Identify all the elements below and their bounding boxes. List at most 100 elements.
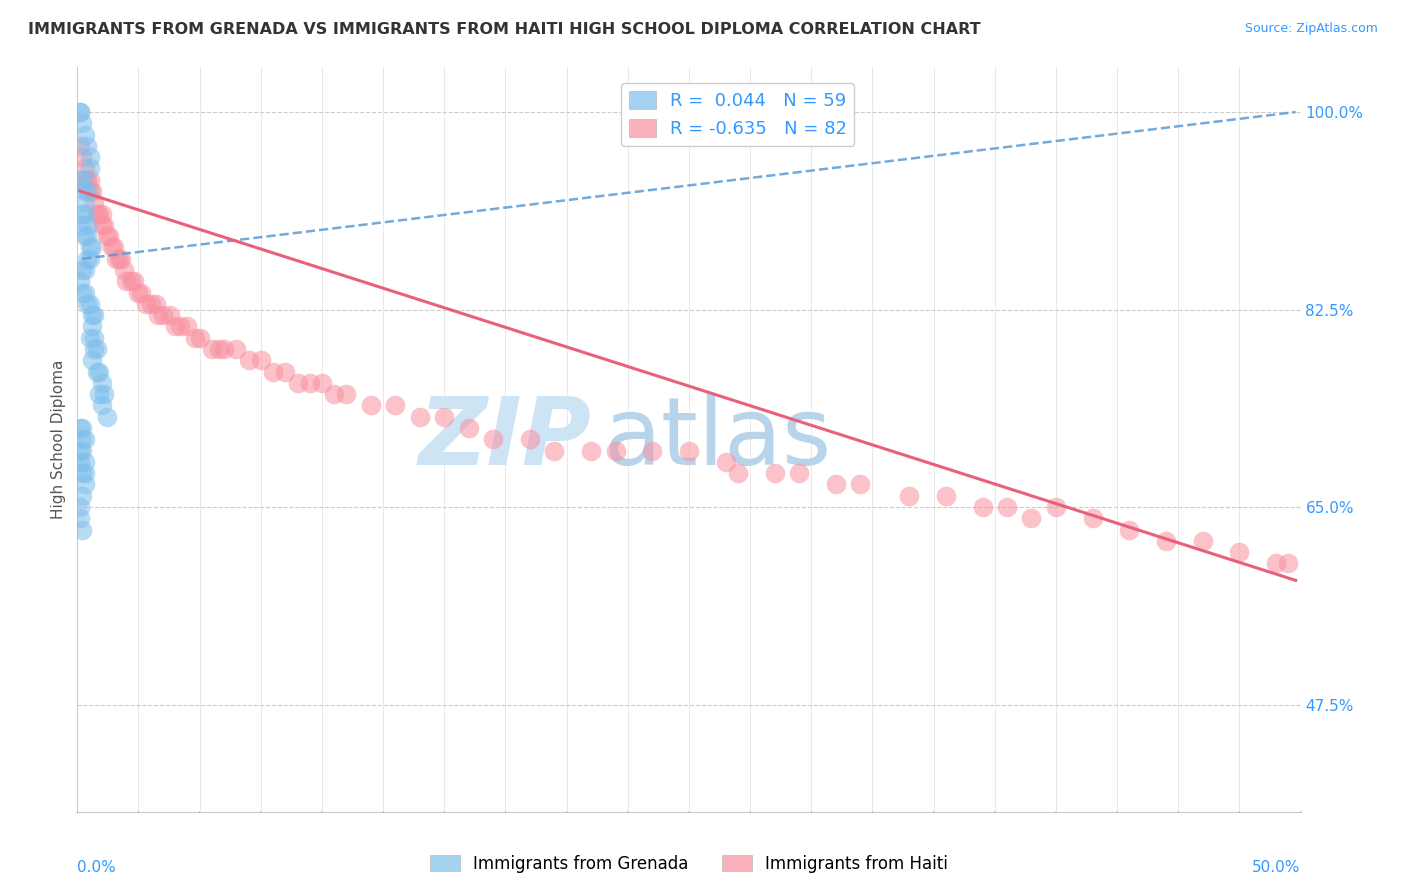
Y-axis label: High School Diploma: High School Diploma	[51, 359, 66, 519]
Point	[70, 285, 93, 300]
Point	[70, 206, 93, 220]
Point	[76, 252, 98, 266]
Point	[145, 297, 167, 311]
Point	[519, 433, 541, 447]
Point	[108, 252, 131, 266]
Point	[298, 376, 321, 390]
Point	[238, 353, 260, 368]
Point	[80, 240, 103, 254]
Point	[90, 376, 112, 390]
Point	[70, 421, 93, 435]
Point	[122, 274, 145, 288]
Point	[287, 376, 309, 390]
Point	[184, 331, 207, 345]
Point	[83, 308, 105, 322]
Point	[995, 500, 1018, 514]
Point	[165, 319, 187, 334]
Point	[112, 263, 135, 277]
Point	[76, 173, 98, 187]
Point	[115, 274, 138, 288]
Point	[76, 229, 98, 244]
Point	[73, 206, 96, 220]
Point	[70, 173, 93, 187]
Point	[76, 218, 98, 232]
Point	[208, 342, 231, 356]
Point	[73, 184, 96, 198]
Point	[90, 218, 112, 232]
Point	[579, 443, 602, 458]
Point	[146, 308, 169, 322]
Point	[139, 297, 162, 311]
Point	[76, 139, 98, 153]
Point	[79, 331, 101, 345]
Point	[79, 173, 101, 187]
Point	[73, 455, 96, 469]
Point	[152, 308, 174, 322]
Point	[69, 455, 91, 469]
Point	[135, 297, 157, 311]
Point	[225, 342, 247, 356]
Point	[543, 443, 565, 458]
Point	[79, 161, 101, 176]
Point	[83, 342, 105, 356]
Text: ZIP: ZIP	[418, 393, 591, 485]
Point	[311, 376, 333, 390]
Point	[69, 173, 91, 187]
Point	[250, 353, 273, 368]
Point	[1191, 533, 1213, 548]
Point	[73, 128, 96, 142]
Point	[73, 195, 96, 210]
Point	[323, 387, 346, 401]
Point	[70, 523, 93, 537]
Point	[73, 263, 96, 277]
Point	[96, 229, 118, 244]
Point	[103, 240, 125, 254]
Point	[96, 409, 118, 424]
Point	[274, 365, 297, 379]
Point	[69, 105, 91, 120]
Point	[457, 421, 479, 435]
Point	[1021, 511, 1043, 525]
Point	[70, 443, 93, 458]
Point	[80, 308, 103, 322]
Point	[79, 184, 101, 198]
Point	[69, 105, 91, 120]
Point	[641, 443, 664, 458]
Point	[93, 218, 115, 232]
Point	[763, 466, 786, 480]
Point	[100, 240, 122, 254]
Point	[201, 342, 224, 356]
Point	[69, 139, 91, 153]
Point	[714, 455, 737, 469]
Point	[176, 319, 198, 334]
Point	[76, 297, 98, 311]
Point	[73, 285, 96, 300]
Point	[482, 433, 505, 447]
Point	[69, 443, 91, 458]
Point	[1265, 557, 1288, 571]
Point	[105, 252, 128, 266]
Point	[73, 229, 96, 244]
Point	[89, 387, 111, 401]
Point	[69, 500, 91, 514]
Text: 0.0%: 0.0%	[77, 860, 117, 874]
Point	[262, 365, 284, 379]
Point	[849, 477, 872, 491]
Point	[79, 297, 101, 311]
Point	[80, 319, 103, 334]
Text: 50.0%: 50.0%	[1253, 860, 1301, 874]
Point	[73, 466, 96, 480]
Point	[935, 489, 957, 503]
Point	[433, 409, 456, 424]
Point	[73, 173, 96, 187]
Point	[79, 240, 101, 254]
Point	[159, 308, 181, 322]
Legend: Immigrants from Grenada, Immigrants from Haiti: Immigrants from Grenada, Immigrants from…	[423, 848, 955, 880]
Point	[79, 252, 101, 266]
Point	[79, 150, 101, 164]
Point	[110, 252, 132, 266]
Point	[73, 477, 96, 491]
Point	[824, 477, 846, 491]
Point	[70, 433, 93, 447]
Point	[98, 229, 121, 244]
